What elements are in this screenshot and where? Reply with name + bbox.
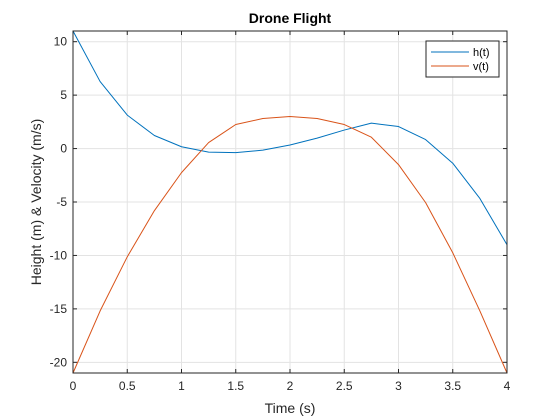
y-tick-label: 0	[60, 142, 67, 156]
y-axis-label: Height (m) & Velocity (m/s)	[28, 119, 44, 285]
grid	[72, 31, 508, 373]
ticks: 0 0.5 1 1.5 2 2.5 3 3.5 4 10 5 0 -5 -10 -15 -20	[50, 31, 511, 393]
x-tick-label: 1	[178, 379, 185, 393]
y-tick-label: 5	[60, 88, 67, 102]
y-tick-label: 10	[54, 35, 68, 49]
x-tick-label: 0.5	[119, 379, 136, 393]
series-line-velocity	[72, 116, 508, 374]
series-line-height	[72, 30, 508, 246]
x-tick-label: 3	[395, 379, 402, 393]
series-lines	[72, 30, 508, 374]
chart-title: Drone Flight	[249, 10, 332, 26]
legend-label: v(t)	[473, 61, 489, 73]
y-tick-label: -10	[50, 248, 68, 262]
y-tick-label: -20	[50, 355, 68, 369]
legend: h(t) v(t)	[425, 40, 500, 78]
legend-box	[425, 40, 500, 78]
legend-label: h(t)	[473, 47, 490, 59]
y-tick-label: -5	[56, 195, 67, 209]
y-tick-label: -15	[50, 302, 68, 316]
x-tick-label: 0	[70, 379, 77, 393]
x-tick-label: 2.5	[336, 379, 353, 393]
x-tick-label: 2	[287, 379, 294, 393]
x-tick-label: 4	[504, 379, 511, 393]
x-axis-label: Time (s)	[265, 400, 316, 416]
x-tick-label: 1.5	[227, 379, 244, 393]
x-tick-label: 3.5	[444, 379, 461, 393]
